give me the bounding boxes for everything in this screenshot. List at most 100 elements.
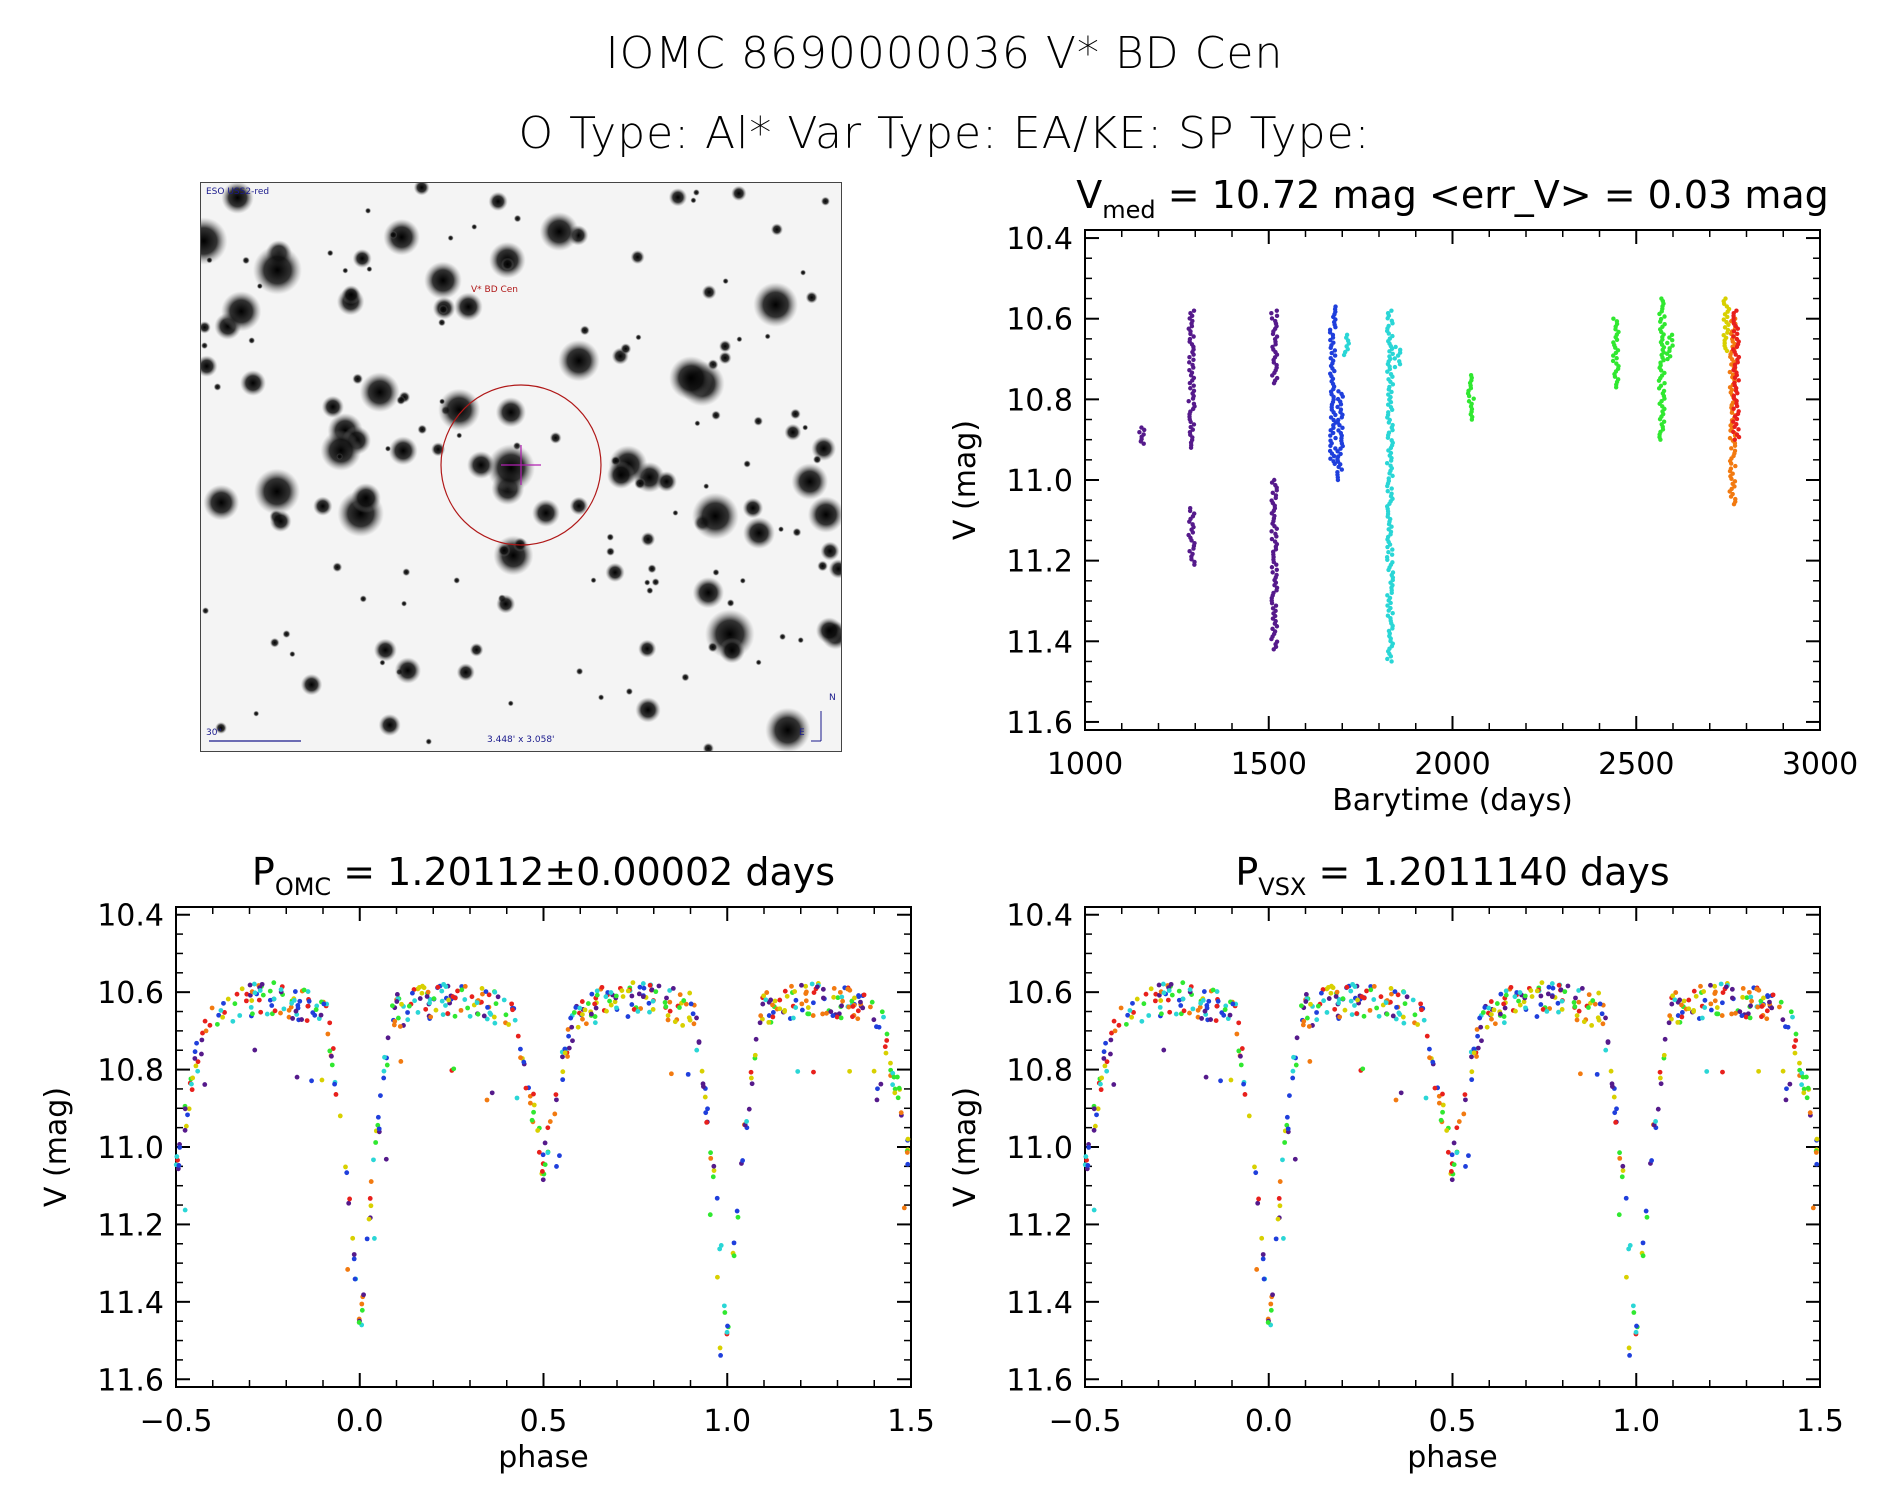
phase-vsx-point [1355,997,1360,1003]
phase-omc-point [667,999,673,1005]
phase-omc-point [239,986,245,992]
phase-omc-point [562,1050,568,1056]
phase-omc-point [708,1155,714,1161]
phase-vsx-point [1599,1011,1605,1017]
phase-omc-point [433,1007,439,1013]
phase-omc-point [758,1013,764,1019]
phase-omc-point [799,982,804,988]
phase-omc-point [469,994,475,1000]
phase-omc-point [216,1012,222,1018]
phase-omc-point [248,1004,254,1010]
phase-omc-point [847,1068,853,1074]
phase-omc-point [715,1274,720,1280]
finder-star [313,496,333,516]
finder-star [384,445,392,452]
lightcurve-point [1190,427,1196,432]
lightcurve-point [1191,383,1196,388]
phase-vsx-point [1308,1001,1313,1007]
finder-star [549,431,562,444]
phase-vsx-ytick-label: 11.6 [1006,1363,1073,1398]
lightcurve-point [1269,480,1275,485]
phase-omc-point [495,994,501,1000]
phase-omc-ytick-label: 11.2 [97,1208,164,1243]
phase-omc-point [431,996,437,1002]
phase-vsx-point [1489,1016,1494,1022]
phase-vsx-point [1720,990,1726,995]
phase-vsx-point [1517,990,1523,995]
phase-omc-point [297,998,303,1004]
finder-bright-star [487,444,535,492]
finder-star [253,468,301,515]
lightcurve-point [1271,381,1277,386]
phase-omc-point [731,1240,737,1246]
lightcurve-point [1735,391,1740,396]
phase-omc-point [784,993,790,999]
finder-star [336,453,343,460]
phase-vsx-point [1723,984,1729,990]
phase-omc-point [185,1112,190,1118]
lightcurve-point [1274,313,1280,319]
phase-omc-point [251,981,257,987]
phase-omc-point [175,1157,180,1163]
phase-omc-point [554,1164,559,1169]
phase-omc-point [672,1019,678,1025]
finder-star [201,321,211,334]
phase-vsx-point [1383,1000,1389,1006]
lightcurve-point [1341,352,1347,358]
phase-vsx-point [1516,998,1521,1004]
phase-omc-point [398,1059,404,1064]
lightcurve-point [1274,488,1279,493]
phase-omc-point [690,1011,696,1017]
finder-star [753,282,799,328]
phase-omc-point [350,1235,356,1241]
phase-omc-point [329,1062,335,1068]
phase-vsx-point [1576,999,1582,1005]
phase-vsx-point [1094,1112,1099,1118]
phase-omc-point [423,1006,429,1012]
finder-star [812,455,822,464]
finder-star [496,594,516,614]
phase-omc-point [427,997,433,1002]
lightcurve-point [1345,347,1350,352]
finder-star [507,700,514,707]
phase-vsx-point [1314,1017,1320,1023]
finder-star [791,463,829,500]
lightcurve-point [1328,337,1333,343]
phase-omc-point [881,1014,886,1020]
phase-omc-point [650,998,656,1004]
phase-omc-point [570,1038,575,1044]
phase-vsx-point [1549,981,1555,986]
phase-vsx-point [1729,986,1735,992]
phase-omc-point [568,1015,574,1021]
phase-vsx-point [1440,1091,1445,1097]
finder-star [425,738,432,745]
phase-omc-point [225,996,231,1002]
phase-omc-point [182,1106,188,1112]
finder-star [779,633,786,641]
phase-omc-point [871,1017,877,1023]
phase-omc-point [483,989,489,995]
phase-omc-point [630,980,636,986]
phase-vsx-point [1160,981,1166,987]
phase-omc-point [892,1090,898,1096]
lightcurve-point [1273,547,1279,552]
finder-star [378,713,401,737]
phase-omc-point [768,997,774,1003]
lightcurve-point [1141,441,1146,446]
phase-omc-point [190,1075,196,1081]
phase-vsx-point [1592,1001,1598,1007]
phase-omc-ytick-label: 10.8 [97,1054,164,1089]
phase-vsx-point [1550,985,1556,991]
phase-omc-point [174,1154,180,1159]
phase-vsx-point [1260,1252,1266,1257]
phase-omc-point [782,1009,787,1014]
lightcurve-point [1186,398,1191,404]
phase-omc-point [840,998,845,1004]
phase-omc-point [557,1153,562,1159]
lightcurve-point [1721,317,1726,322]
phase-vsx-point [1376,1013,1382,1019]
phase-omc-point [717,1345,723,1351]
phase-vsx-point [1198,1000,1204,1006]
phase-vsx-point [1423,1095,1429,1101]
